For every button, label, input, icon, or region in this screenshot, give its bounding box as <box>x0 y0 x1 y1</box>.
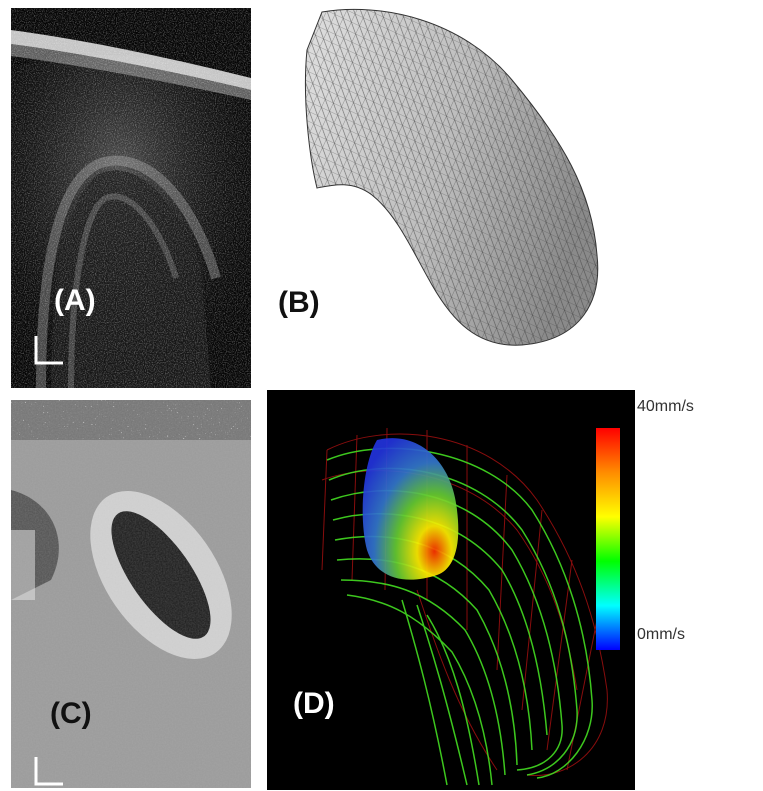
panel-c-doppler-image: (C) <box>11 400 251 788</box>
panel-d-label: (D) <box>293 687 335 720</box>
panel-d-flow-visualization: 40mm/s 0mm/s (D) <box>267 390 763 790</box>
scale-bar-icon <box>34 336 63 365</box>
velocity-colorbar <box>596 428 620 650</box>
oct-structure-graphic <box>11 8 251 388</box>
scale-bar-icon <box>34 757 63 786</box>
colorbar-min-label: 0mm/s <box>637 626 685 643</box>
panel-c-label: (C) <box>50 697 92 730</box>
panel-a-oct-image: (A) <box>11 8 251 388</box>
colorbar-gradient <box>596 428 620 650</box>
panel-a-label: (A) <box>54 284 96 317</box>
flow-streamlines-graphic <box>321 427 608 786</box>
panel-b-label: (B) <box>278 286 320 319</box>
heart-mesh-graphic <box>304 8 599 346</box>
panel-b-mesh-model: (B) <box>262 0 612 360</box>
doppler-phase-graphic <box>11 400 251 788</box>
colorbar-max-label: 40mm/s <box>637 398 694 415</box>
